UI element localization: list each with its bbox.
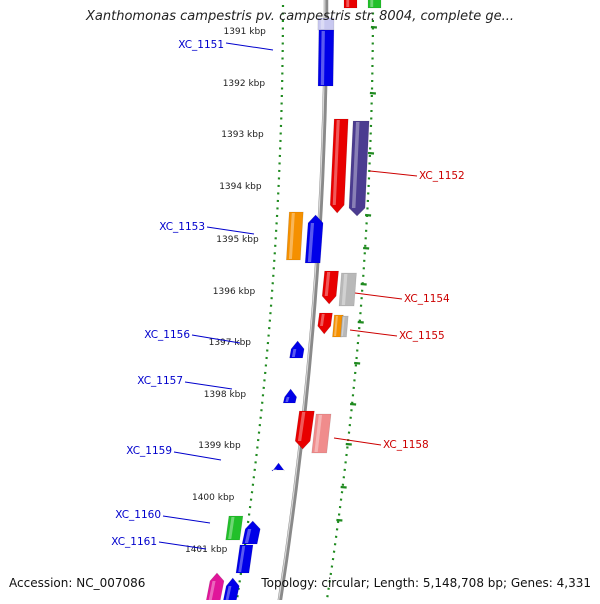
gene-block [338,272,357,307]
gene-label-leader [206,226,255,235]
kbp-tick-label: 1396 kbp [213,287,256,297]
ring-feature-dash [360,282,367,286]
gene-block [241,520,261,545]
gene-block-shade [351,122,360,208]
gene-block-shade [225,586,232,600]
ring-feature-dash [369,91,376,95]
gene-block-shade [320,19,325,29]
gene-label-leader [162,515,211,524]
gene-block [271,462,285,472]
gene-label: XC_1153 [159,221,205,233]
kbp-tick-label: 1399 kbp [198,441,241,451]
ring-feature-dash [340,485,347,489]
kbp-tick-label: 1401 kbp [185,545,228,555]
ring-feature-dash [370,25,377,29]
gene-block-shade [346,0,350,7]
inner-ring-dots [235,0,285,600]
gene-label-leader [225,42,274,51]
gene-block [223,577,240,600]
gene-block-shade [288,213,295,259]
gene-block [367,0,382,9]
kbp-tick-label: 1393 kbp [221,130,264,140]
genome-summary-text: Topology: circular; Length: 5,148,708 bp… [261,576,591,590]
gene-block [348,120,370,217]
kbp-tick-label: 1397 kbp [209,338,252,348]
outer-ring-dots [325,0,375,600]
gene-block-shade [297,412,306,441]
ring-feature-dash [345,442,352,446]
genome-backbone [277,0,329,600]
gene-label: XC_1160 [115,509,161,521]
kbp-tick-label: 1395 kbp [216,235,259,245]
gene-block [317,312,333,335]
accession-text: Accession: NC_007086 [9,576,146,590]
gene-block [329,118,349,214]
gene-block-shade [334,316,338,336]
gene-label: XC_1159 [126,445,172,457]
gene-block-shade [307,223,315,262]
gene-label-leader [349,329,398,337]
kbp-tick-label: 1400 kbp [192,493,235,503]
kbp-tick-label: 1398 kbp [204,390,247,400]
gene-label: XC_1156 [144,329,190,341]
gene-block-shade [228,517,235,539]
ring-feature-dash [367,151,375,155]
map-title: Xanthomonas campestris pv. campestris st… [86,9,514,24]
gene-block [343,0,358,9]
gene-label-leader [173,451,222,461]
gene-label: XC_1151 [178,39,224,51]
gene-block [289,340,305,359]
gene-block [205,572,225,600]
gene-block-shade [332,120,340,205]
gene-block-shade [314,415,323,452]
gene-block-shade [291,349,297,357]
gene-block [235,544,254,574]
gene-block-shade [238,546,246,572]
gene-label-leader [369,170,418,177]
gene-block [311,413,332,454]
ring-feature-dash [364,213,372,217]
gene-block [317,29,335,87]
gene-label: XC_1157 [137,375,183,387]
gene-block [321,270,339,305]
gene-block [294,410,315,450]
gene-block [225,515,244,541]
gene-block-shade [273,469,278,471]
gene-label-leader [158,541,207,550]
ring-feature-dash [357,320,364,324]
gene-block-shade [341,274,348,305]
kbp-tick-label: 1394 kbp [219,182,262,192]
gene-label: XC_1154 [404,293,450,305]
gene-label: XC_1158 [383,439,429,451]
gene-label-leader [191,334,241,344]
ring-feature-dash [350,402,357,406]
gene-block-shade [208,581,216,600]
gene-label: XC_1152 [419,170,465,182]
gene-label: XC_1155 [399,330,445,342]
gene-block [304,214,324,264]
gene-label-leader [354,292,403,300]
gene-block-shade [341,317,345,336]
ring-feature-dash [336,518,343,522]
gene-block [282,388,297,404]
gene-block-shade [320,314,325,326]
gene-block-shade [370,0,374,7]
gene-block [340,315,349,338]
gene-label-leader [333,437,382,446]
gene-label-leader [184,381,233,390]
kbp-tick-label: 1392 kbp [223,79,266,89]
ring-feature-dash [363,246,370,250]
gene-block-shade [324,272,331,296]
gene-block [317,17,335,31]
gene-block-shade [320,31,325,85]
gene-block-shade [244,529,252,543]
kbp-tick-label: 1391 kbp [223,27,266,37]
gene-label: XC_1161 [111,536,157,548]
genome-backbone-highlight [278,0,326,600]
gene-block [286,211,304,261]
gene-block-shade [285,397,290,402]
ring-feature-dash [354,361,361,365]
